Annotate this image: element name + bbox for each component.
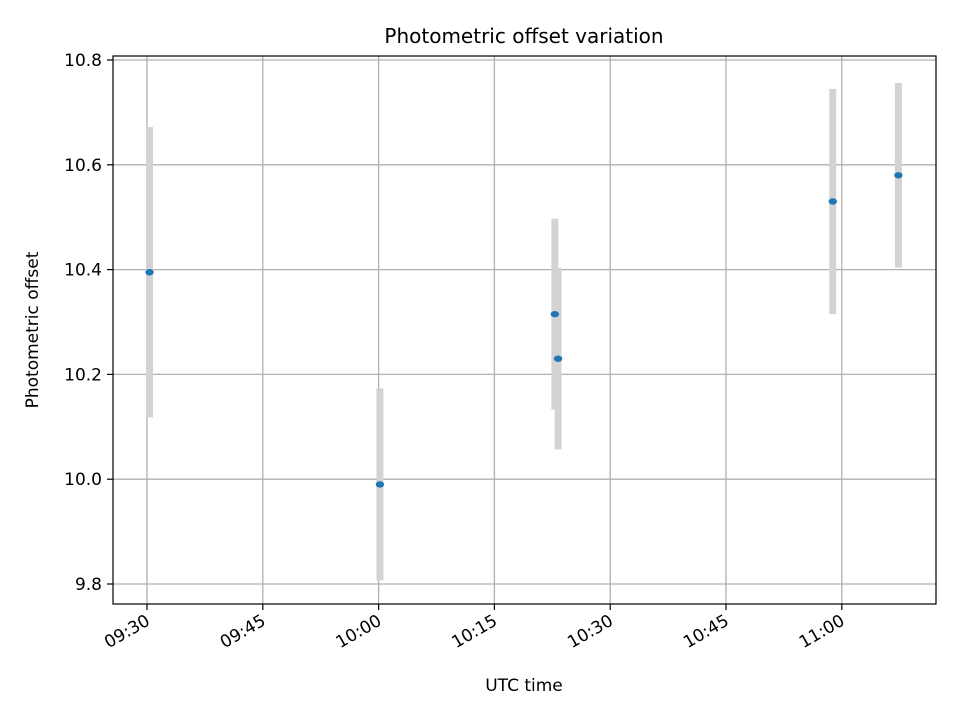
x-tick-label: 10:30 [564, 611, 616, 653]
ticks [107, 59, 843, 610]
data-point [145, 269, 154, 276]
error-bars [146, 83, 902, 581]
data-point [375, 481, 385, 488]
x-tick-label: 09:45 [217, 611, 269, 653]
y-axis-tick-labels: 9.8 10.0 10.2 10.4 10.6 10.8 [64, 51, 102, 595]
data-point [828, 198, 837, 205]
x-tick-label: 11:00 [796, 611, 848, 653]
y-tick-label: 9.8 [75, 575, 102, 595]
x-tick-label: 10:45 [680, 611, 732, 653]
data-point [550, 310, 560, 318]
y-tick-label: 10.0 [64, 470, 102, 490]
data-point [894, 172, 903, 179]
plot-area-frame [112, 55, 937, 605]
grid [113, 56, 936, 604]
x-tick-label: 09:30 [101, 611, 153, 653]
x-tick-label: 10:15 [448, 611, 500, 653]
data-points [145, 172, 903, 488]
x-axis-title: UTC time [485, 676, 563, 696]
chart-title: Photometric offset variation [384, 24, 663, 48]
y-tick-label: 10.6 [64, 156, 102, 176]
y-axis-title: Photometric offset [23, 251, 43, 408]
data-point [553, 355, 563, 362]
y-tick-label: 10.8 [64, 51, 102, 71]
x-tick-label: 10:00 [333, 611, 385, 653]
x-axis-tick-labels: 09:30 09:45 10:00 10:15 10:30 10:45 11:00 [101, 611, 848, 653]
y-tick-label: 10.4 [64, 261, 102, 281]
y-tick-label: 10.2 [64, 365, 102, 385]
